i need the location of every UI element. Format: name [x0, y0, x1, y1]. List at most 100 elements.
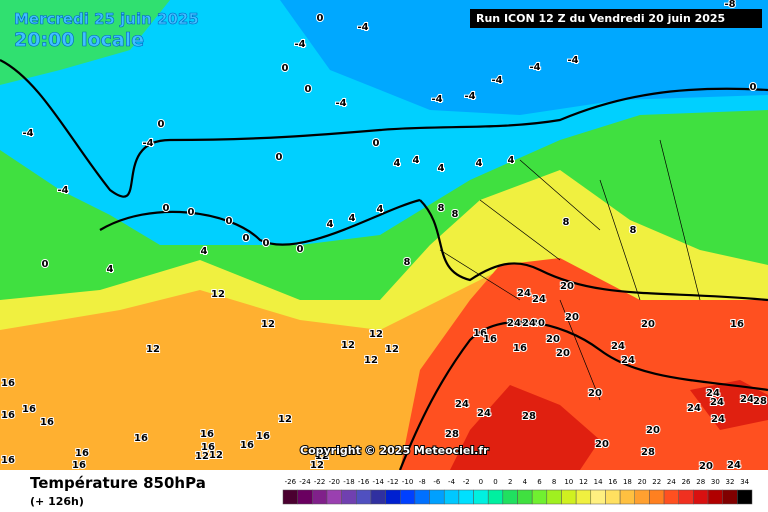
scale-swatch [619, 489, 635, 505]
contour-label: 24 [727, 460, 741, 471]
scale-swatch [414, 489, 430, 505]
scale-swatch [297, 489, 313, 505]
contour-label: 8 [404, 257, 411, 268]
contour-label: 20 [646, 425, 660, 436]
contour-label: 8 [630, 225, 637, 236]
contour-label: 4 [413, 155, 420, 166]
contour-label: 16 [730, 319, 744, 330]
contour-label: 0 [373, 138, 380, 149]
contour-label: 24 [455, 399, 469, 410]
scale-label: 18 [623, 478, 632, 486]
scale-swatch [517, 489, 533, 505]
scale-label: -6 [433, 478, 441, 486]
scale-label: -26 [285, 478, 297, 486]
scale-label: -22 [314, 478, 325, 486]
scale-label: 28 [696, 478, 705, 486]
scale-swatch [546, 489, 562, 505]
contour-label: 24 [517, 288, 531, 299]
scale-swatch [605, 489, 621, 505]
contour-label: 20 [588, 388, 602, 399]
run-box [470, 9, 762, 28]
contour-label: -4 [22, 128, 33, 139]
contour-label: 24 [507, 318, 521, 329]
scale-label: -24 [299, 478, 311, 486]
contour-label: 16 [22, 404, 36, 415]
scale-label: 8 [552, 478, 556, 486]
scale-swatch [722, 489, 738, 505]
contour-label: 0 [282, 63, 289, 74]
contour-label: 12 [209, 450, 223, 461]
contour-label: 24 [710, 397, 724, 408]
contour-label: 24 [711, 414, 725, 425]
contour-label: 28 [445, 429, 459, 440]
contour-label: 0 [243, 233, 250, 244]
contour-label: 16 [201, 442, 215, 453]
map-field [0, 0, 768, 471]
scale-swatch [385, 489, 401, 505]
contour-label: 8 [563, 217, 570, 228]
contour-label: -4 [357, 22, 368, 33]
contour-label: 20 [595, 439, 609, 450]
scale-label: 4 [523, 478, 528, 486]
contour-label: 20 [641, 319, 655, 330]
contour-label: 16 [1, 378, 15, 389]
scale-label: 24 [667, 478, 676, 486]
contour-label: 20 [556, 348, 570, 359]
contour-label: 24 [687, 403, 701, 414]
contour-label: 16 [72, 460, 86, 471]
contour-label: 24 [522, 318, 536, 329]
copyright: Copyright © 2025 Meteociel.fr [300, 444, 489, 457]
scale-label: -10 [402, 478, 413, 486]
contour-label: 20 [565, 312, 579, 323]
contour-label: 16 [134, 433, 148, 444]
legend-title: Température 850hPa [30, 474, 206, 492]
contour-label: 4 [201, 246, 208, 257]
scale-label: -14 [373, 478, 385, 486]
contour-label: -8 [724, 0, 735, 10]
contour-label: -4 [57, 185, 68, 196]
contour-label: 24 [621, 355, 635, 366]
contour-label: 16 [240, 440, 254, 451]
contour-label: 16 [75, 448, 89, 459]
scale-swatch [326, 489, 342, 505]
time: 20:00 locale [14, 29, 144, 51]
scale-swatch [531, 489, 548, 505]
contour-label: -4 [567, 55, 578, 66]
contour-label: 24 [740, 394, 754, 405]
contour-label: 4 [438, 163, 445, 174]
legend-lead: (+ 126h) [30, 495, 84, 508]
contour-label: 16 [256, 431, 270, 442]
color-scale: -26 -24 -22 -20 -18 -16 -14 -12 -10 -8 -6 -4 -2 0 0 2 4 6… [282, 478, 753, 505]
contour-label: 20 [560, 281, 574, 292]
scale-label: 26 [682, 478, 691, 486]
scale-label: 30 [711, 478, 720, 486]
contour-label: 16 [1, 410, 15, 421]
contour-label: 20 [531, 318, 545, 329]
scale-label: -18 [343, 478, 354, 486]
scale-swatch [502, 489, 518, 505]
contour-label: 16 [40, 417, 54, 428]
contour-label: 12 [278, 414, 292, 425]
scale-label: 16 [608, 478, 617, 486]
contour-label: 0 [276, 152, 283, 163]
scale-label: -4 [448, 478, 456, 486]
contour-label: 24 [477, 408, 491, 419]
contour-label: 0 [750, 82, 757, 93]
scale-label: 22 [652, 478, 661, 486]
contour-label: 12 [211, 289, 225, 300]
date: Mercredi 25 juin 2025 [14, 10, 199, 28]
scale-swatch [649, 489, 665, 505]
scale-swatch [458, 489, 474, 505]
contour-label: 4 [377, 204, 384, 215]
scale-swatch [561, 489, 577, 505]
contour-label: 24 [611, 341, 625, 352]
contour-label: 8 [452, 209, 459, 220]
scale-swatch [356, 489, 372, 505]
contour-label: 12 [310, 460, 324, 471]
scale-label: -12 [387, 478, 398, 486]
contour-label: 16 [513, 343, 527, 354]
scale-swatch [473, 489, 489, 505]
scale-swatch [487, 489, 504, 505]
contour-label: 4 [327, 219, 334, 230]
